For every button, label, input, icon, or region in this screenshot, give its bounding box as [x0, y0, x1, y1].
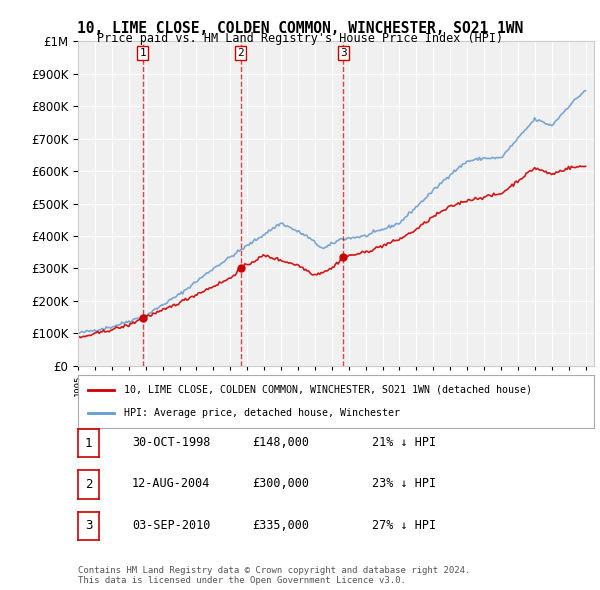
Text: This data is licensed under the Open Government Licence v3.0.: This data is licensed under the Open Gov…	[78, 576, 406, 585]
Text: 2: 2	[237, 48, 244, 58]
Text: 23% ↓ HPI: 23% ↓ HPI	[372, 477, 436, 490]
Text: £148,000: £148,000	[252, 436, 309, 449]
Text: Price paid vs. HM Land Registry's House Price Index (HPI): Price paid vs. HM Land Registry's House …	[97, 32, 503, 45]
Text: 10, LIME CLOSE, COLDEN COMMON, WINCHESTER, SO21 1WN (detached house): 10, LIME CLOSE, COLDEN COMMON, WINCHESTE…	[124, 385, 532, 395]
Text: £335,000: £335,000	[252, 519, 309, 532]
Text: Contains HM Land Registry data © Crown copyright and database right 2024.: Contains HM Land Registry data © Crown c…	[78, 566, 470, 575]
Text: 2: 2	[85, 478, 92, 491]
Text: 30-OCT-1998: 30-OCT-1998	[132, 436, 211, 449]
Text: 12-AUG-2004: 12-AUG-2004	[132, 477, 211, 490]
Text: 27% ↓ HPI: 27% ↓ HPI	[372, 519, 436, 532]
Text: £300,000: £300,000	[252, 477, 309, 490]
Text: 1: 1	[85, 437, 92, 450]
Text: 3: 3	[85, 519, 92, 532]
Text: 1: 1	[139, 48, 146, 58]
Text: HPI: Average price, detached house, Winchester: HPI: Average price, detached house, Winc…	[124, 408, 400, 418]
Text: 3: 3	[340, 48, 346, 58]
Text: 03-SEP-2010: 03-SEP-2010	[132, 519, 211, 532]
Text: 21% ↓ HPI: 21% ↓ HPI	[372, 436, 436, 449]
Text: 10, LIME CLOSE, COLDEN COMMON, WINCHESTER, SO21 1WN: 10, LIME CLOSE, COLDEN COMMON, WINCHESTE…	[77, 21, 523, 35]
